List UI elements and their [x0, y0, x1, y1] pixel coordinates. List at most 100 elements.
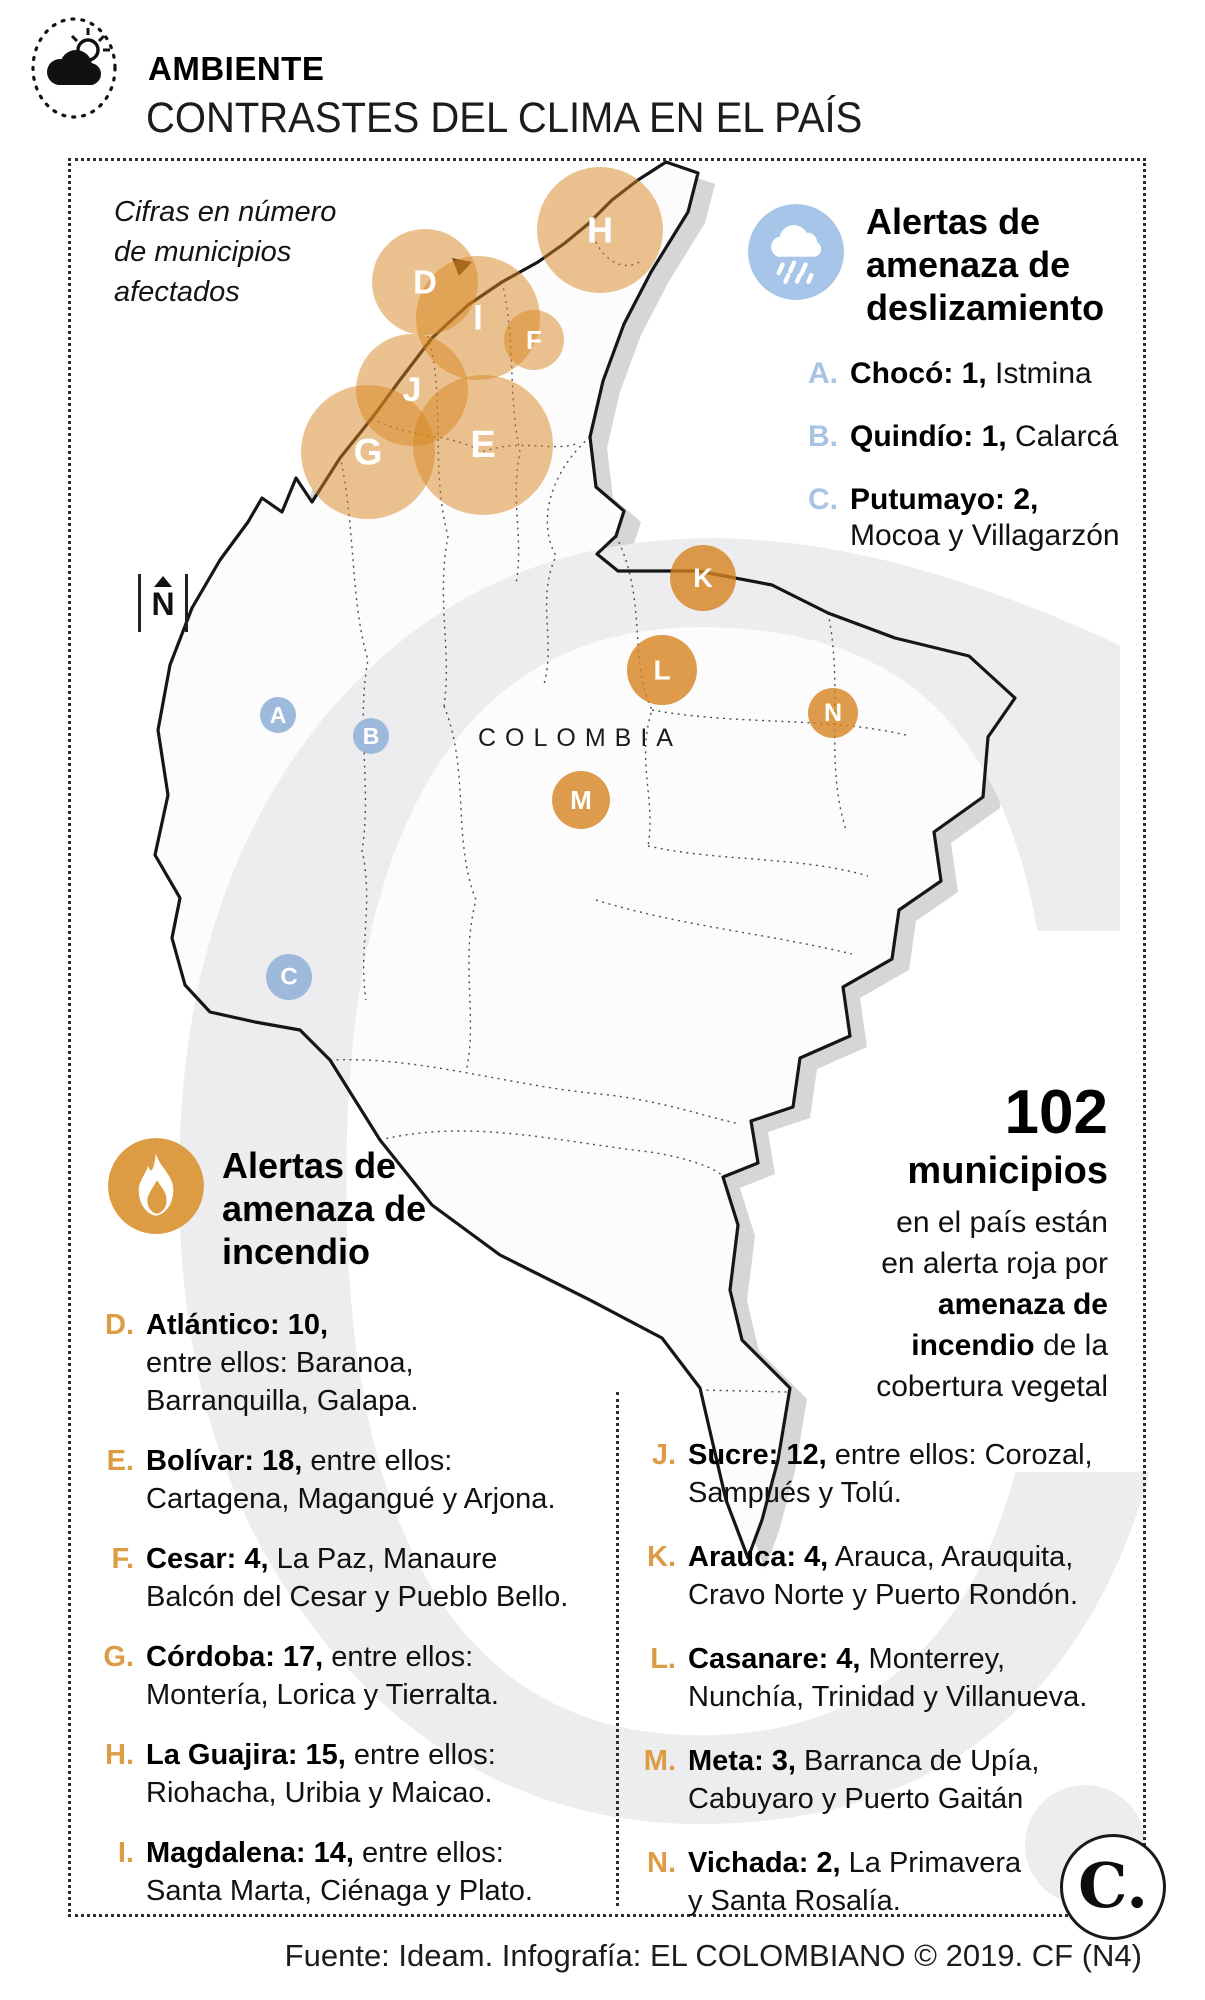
alert-circle-label-A: A: [270, 702, 287, 728]
title-line: incendio: [222, 1231, 371, 1272]
map-note-line: de municipios: [114, 236, 292, 268]
alert-list-item: N. Vichada: 2, La Primavera y Santa Rosalí…: [628, 1844, 1128, 1920]
alert-list-item: F. Cesar: 4, La Paz, Manaure Balcón del Ce…: [86, 1540, 586, 1616]
item-letter: L.: [650, 1643, 676, 1675]
item-text: Magdalena: 14, entre ellos: Santa Marta, …: [146, 1837, 533, 1907]
item-text: Arauca: 4, Arauca, Arauquita, Cravo Norte…: [688, 1541, 1079, 1611]
alert-circle-G: [301, 385, 435, 519]
title-line: deslizamiento: [866, 287, 1105, 328]
alert-circle-label-H: H: [587, 210, 613, 251]
alert-circle-label-B: B: [363, 723, 380, 749]
item-text: Sucre: 12, entre ellos: Corozal, Sampués …: [688, 1439, 1093, 1509]
logo-letter: C.: [1078, 1848, 1148, 1922]
alert-circle-label-N: N: [824, 699, 842, 727]
item-letter: N.: [647, 1847, 676, 1879]
section-kicker: AMBIENTE: [148, 50, 325, 87]
page-title: CONTRASTES DEL CLIMA EN EL PAÍS: [146, 94, 863, 142]
el-colombiano-logo: C.: [1060, 1834, 1166, 1940]
alert-circle-label-K: K: [693, 563, 713, 593]
alert-circle-label-J: J: [403, 371, 422, 409]
alert-circle-label-D: D: [413, 264, 437, 301]
item-text: Córdoba: 17, entre ellos: Montería, Loric…: [146, 1641, 499, 1711]
alert-list-item: G. Córdoba: 17, entre ellos: Montería, Lor…: [86, 1638, 586, 1714]
alert-list-item: E. Bolívar: 18, entre ellos: Cartagena, Ma…: [86, 1442, 586, 1518]
compass-letter: N: [151, 586, 175, 622]
title-line: amenaza de: [222, 1188, 427, 1229]
alert-circle-K: [670, 545, 736, 611]
map-note-line: Cifras en número: [114, 196, 337, 228]
compass-north-icon: N: [138, 574, 188, 632]
fire-section-title: Alertas de amenaza de incendio: [222, 1144, 426, 1273]
alert-circle-label-C: C: [280, 964, 297, 991]
alert-circle-label-E: E: [470, 424, 495, 466]
alert-list-item: A. Chocó: 1, Istmina: [782, 356, 1142, 392]
alert-circle-label-M: M: [570, 785, 592, 815]
fire-alert-list-right: J. Sucre: 12, entre ellos: Corozal, Sampué…: [628, 1436, 1128, 1946]
compass-arrow: [154, 576, 172, 587]
item-letter: E.: [106, 1445, 134, 1477]
alert-circle-F: [504, 310, 564, 370]
item-letter: M.: [643, 1745, 676, 1777]
stat-unit: municipios: [907, 1150, 1108, 1192]
alert-list-item: M. Meta: 3, Barranca de Upía, Cabuyaro y P…: [628, 1742, 1128, 1818]
item-text: Vichada: 2, La Primavera y Santa Rosalía.: [688, 1847, 1022, 1917]
flame-icon: [108, 1138, 204, 1234]
country-label: COLOMBIA: [478, 724, 682, 752]
map-note: Cifras en número de municipios afectados: [114, 192, 336, 312]
alert-circle-M: [552, 771, 610, 829]
item-letter: I.: [117, 1837, 134, 1869]
title-line: amenaza de: [866, 244, 1071, 285]
landslide-alert-list: A. Chocó: 1, Istmina B. Quindío: 1, Calarcá…: [782, 356, 1142, 581]
alert-circle-label-G: G: [354, 432, 383, 473]
alert-circle-label-L: L: [653, 655, 670, 686]
alert-list-item: H. La Guajira: 15, entre ellos: Riohacha, …: [86, 1736, 586, 1812]
item-text: Meta: 3, Barranca de Upía, Cabuyaro y Pue…: [688, 1745, 1040, 1815]
alert-circle-label-F: F: [526, 325, 542, 355]
item-letter: B.: [808, 420, 838, 453]
alert-circle-E: [413, 375, 553, 515]
fire-alert-list-left: D. Atlántico: 10, entre ellos: Baranoa, Bar…: [86, 1306, 586, 1932]
weather-logo-icon: [31, 17, 117, 119]
item-text: Chocó: 1, Istmina: [850, 357, 1092, 390]
alert-circle-A: [260, 697, 296, 733]
item-text: La Guajira: 15, entre ellos: Riohacha, Ur…: [146, 1739, 496, 1809]
alert-list-item: I. Magdalena: 14, entre ellos: Santa Marta…: [86, 1834, 586, 1910]
alert-list-item: C. Putumayo: 2, Mocoa y Villagarzón: [782, 482, 1142, 554]
rain-cloud-icon: [748, 204, 844, 300]
landslide-section-title: Alertas de amenaza de deslizamiento: [866, 200, 1104, 329]
alert-list-item: D. Atlántico: 10, entre ellos: Baranoa, Bar…: [86, 1306, 586, 1420]
title-line: Alertas de: [222, 1145, 397, 1186]
alert-list-item: L. Casanare: 4, Monterrey, Nunchía, Trinid…: [628, 1640, 1128, 1716]
stat-number: 102: [1004, 1078, 1108, 1147]
item-text: Atlántico: 10, entre ellos: Baranoa, Barra…: [146, 1309, 419, 1417]
item-letter: A.: [808, 357, 838, 390]
alert-list-item: K. Arauca: 4, Arauca, Arauquita, Cravo Nor…: [628, 1538, 1128, 1614]
item-text: Casanare: 4, Monterrey, Nunchía, Trinidad…: [688, 1643, 1088, 1713]
item-text: Cesar: 4, La Paz, Manaure Balcón del Cesa…: [146, 1543, 569, 1613]
highlight-stat: 102 municipios en el país están en alerta…: [768, 1082, 1108, 1407]
item-letter: G.: [103, 1641, 134, 1673]
item-letter: F.: [111, 1543, 134, 1575]
cloud-icon: [47, 50, 101, 85]
alert-circle-B: [353, 718, 389, 754]
watermark-c: C: [95, 222, 1205, 2000]
source-credit: Fuente: Ideam. Infografía: EL COLOMBIANO…: [284, 1938, 1142, 1973]
alert-circle-H: [537, 167, 663, 293]
alert-list-item: B. Quindío: 1, Calarcá: [782, 419, 1142, 455]
map-note-line: afectados: [114, 276, 240, 308]
title-line: Alertas de: [866, 201, 1041, 242]
alert-circle-N: [808, 688, 858, 738]
alert-circle-C: [266, 954, 312, 1000]
alert-list-item: J. Sucre: 12, entre ellos: Corozal, Sampué…: [628, 1436, 1128, 1512]
alert-circle-label-I: I: [473, 299, 483, 338]
item-text: Quindío: 1, Calarcá: [850, 420, 1119, 453]
alert-circle-L: [627, 635, 697, 705]
alert-markers: DI F H JG E K L N M A B C: [260, 167, 858, 1000]
infographic-frame: [68, 158, 1146, 1917]
item-text: Putumayo: 2, Mocoa y Villagarzón: [850, 483, 1120, 552]
item-letter: H.: [105, 1739, 134, 1771]
stat-description: en el país están en alerta roja por amenaz…: [876, 1205, 1108, 1403]
item-letter: J.: [651, 1439, 676, 1471]
